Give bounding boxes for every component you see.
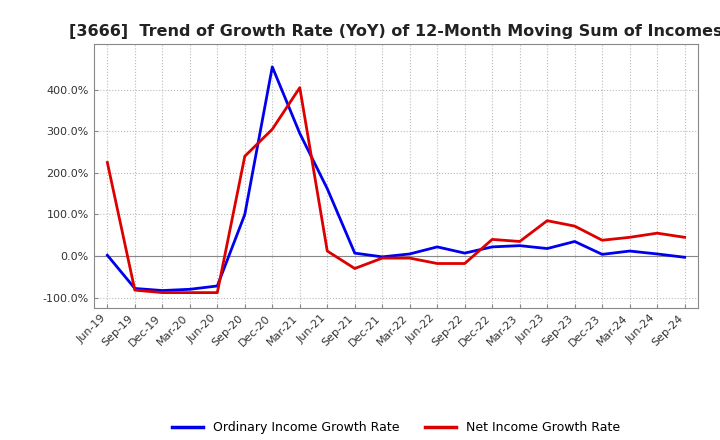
Ordinary Income Growth Rate bbox=[323, 186, 332, 191]
Ordinary Income Growth Rate bbox=[516, 243, 524, 248]
Net Income Growth Rate bbox=[186, 290, 194, 295]
Net Income Growth Rate bbox=[130, 287, 139, 293]
Net Income Growth Rate bbox=[570, 224, 579, 229]
Ordinary Income Growth Rate bbox=[186, 286, 194, 292]
Ordinary Income Growth Rate bbox=[240, 212, 249, 217]
Net Income Growth Rate bbox=[268, 127, 276, 132]
Ordinary Income Growth Rate bbox=[351, 250, 359, 256]
Net Income Growth Rate bbox=[460, 261, 469, 266]
Ordinary Income Growth Rate bbox=[626, 249, 634, 254]
Ordinary Income Growth Rate bbox=[543, 246, 552, 251]
Ordinary Income Growth Rate bbox=[130, 286, 139, 291]
Net Income Growth Rate bbox=[543, 218, 552, 224]
Ordinary Income Growth Rate bbox=[295, 131, 304, 136]
Net Income Growth Rate bbox=[295, 85, 304, 90]
Ordinary Income Growth Rate bbox=[433, 244, 441, 249]
Net Income Growth Rate bbox=[488, 237, 497, 242]
Net Income Growth Rate bbox=[653, 231, 662, 236]
Ordinary Income Growth Rate bbox=[653, 251, 662, 257]
Legend: Ordinary Income Growth Rate, Net Income Growth Rate: Ordinary Income Growth Rate, Net Income … bbox=[167, 416, 625, 439]
Net Income Growth Rate bbox=[213, 290, 222, 295]
Ordinary Income Growth Rate bbox=[460, 250, 469, 256]
Ordinary Income Growth Rate bbox=[405, 251, 414, 257]
Line: Net Income Growth Rate: Net Income Growth Rate bbox=[107, 88, 685, 293]
Net Income Growth Rate bbox=[516, 239, 524, 244]
Ordinary Income Growth Rate bbox=[570, 239, 579, 244]
Net Income Growth Rate bbox=[433, 261, 441, 266]
Ordinary Income Growth Rate bbox=[213, 283, 222, 289]
Ordinary Income Growth Rate bbox=[268, 64, 276, 70]
Ordinary Income Growth Rate bbox=[598, 252, 606, 257]
Ordinary Income Growth Rate bbox=[378, 254, 387, 260]
Net Income Growth Rate bbox=[378, 256, 387, 261]
Ordinary Income Growth Rate bbox=[158, 288, 166, 293]
Net Income Growth Rate bbox=[626, 235, 634, 240]
Net Income Growth Rate bbox=[240, 154, 249, 159]
Line: Ordinary Income Growth Rate: Ordinary Income Growth Rate bbox=[107, 67, 685, 290]
Net Income Growth Rate bbox=[598, 238, 606, 243]
Ordinary Income Growth Rate bbox=[488, 244, 497, 249]
Net Income Growth Rate bbox=[351, 266, 359, 271]
Ordinary Income Growth Rate bbox=[103, 253, 112, 258]
Net Income Growth Rate bbox=[680, 235, 689, 240]
Net Income Growth Rate bbox=[323, 249, 332, 254]
Ordinary Income Growth Rate bbox=[680, 255, 689, 260]
Net Income Growth Rate bbox=[103, 160, 112, 165]
Net Income Growth Rate bbox=[158, 290, 166, 295]
Title: [3666]  Trend of Growth Rate (YoY) of 12-Month Moving Sum of Incomes: [3666] Trend of Growth Rate (YoY) of 12-… bbox=[69, 24, 720, 39]
Net Income Growth Rate bbox=[405, 256, 414, 261]
